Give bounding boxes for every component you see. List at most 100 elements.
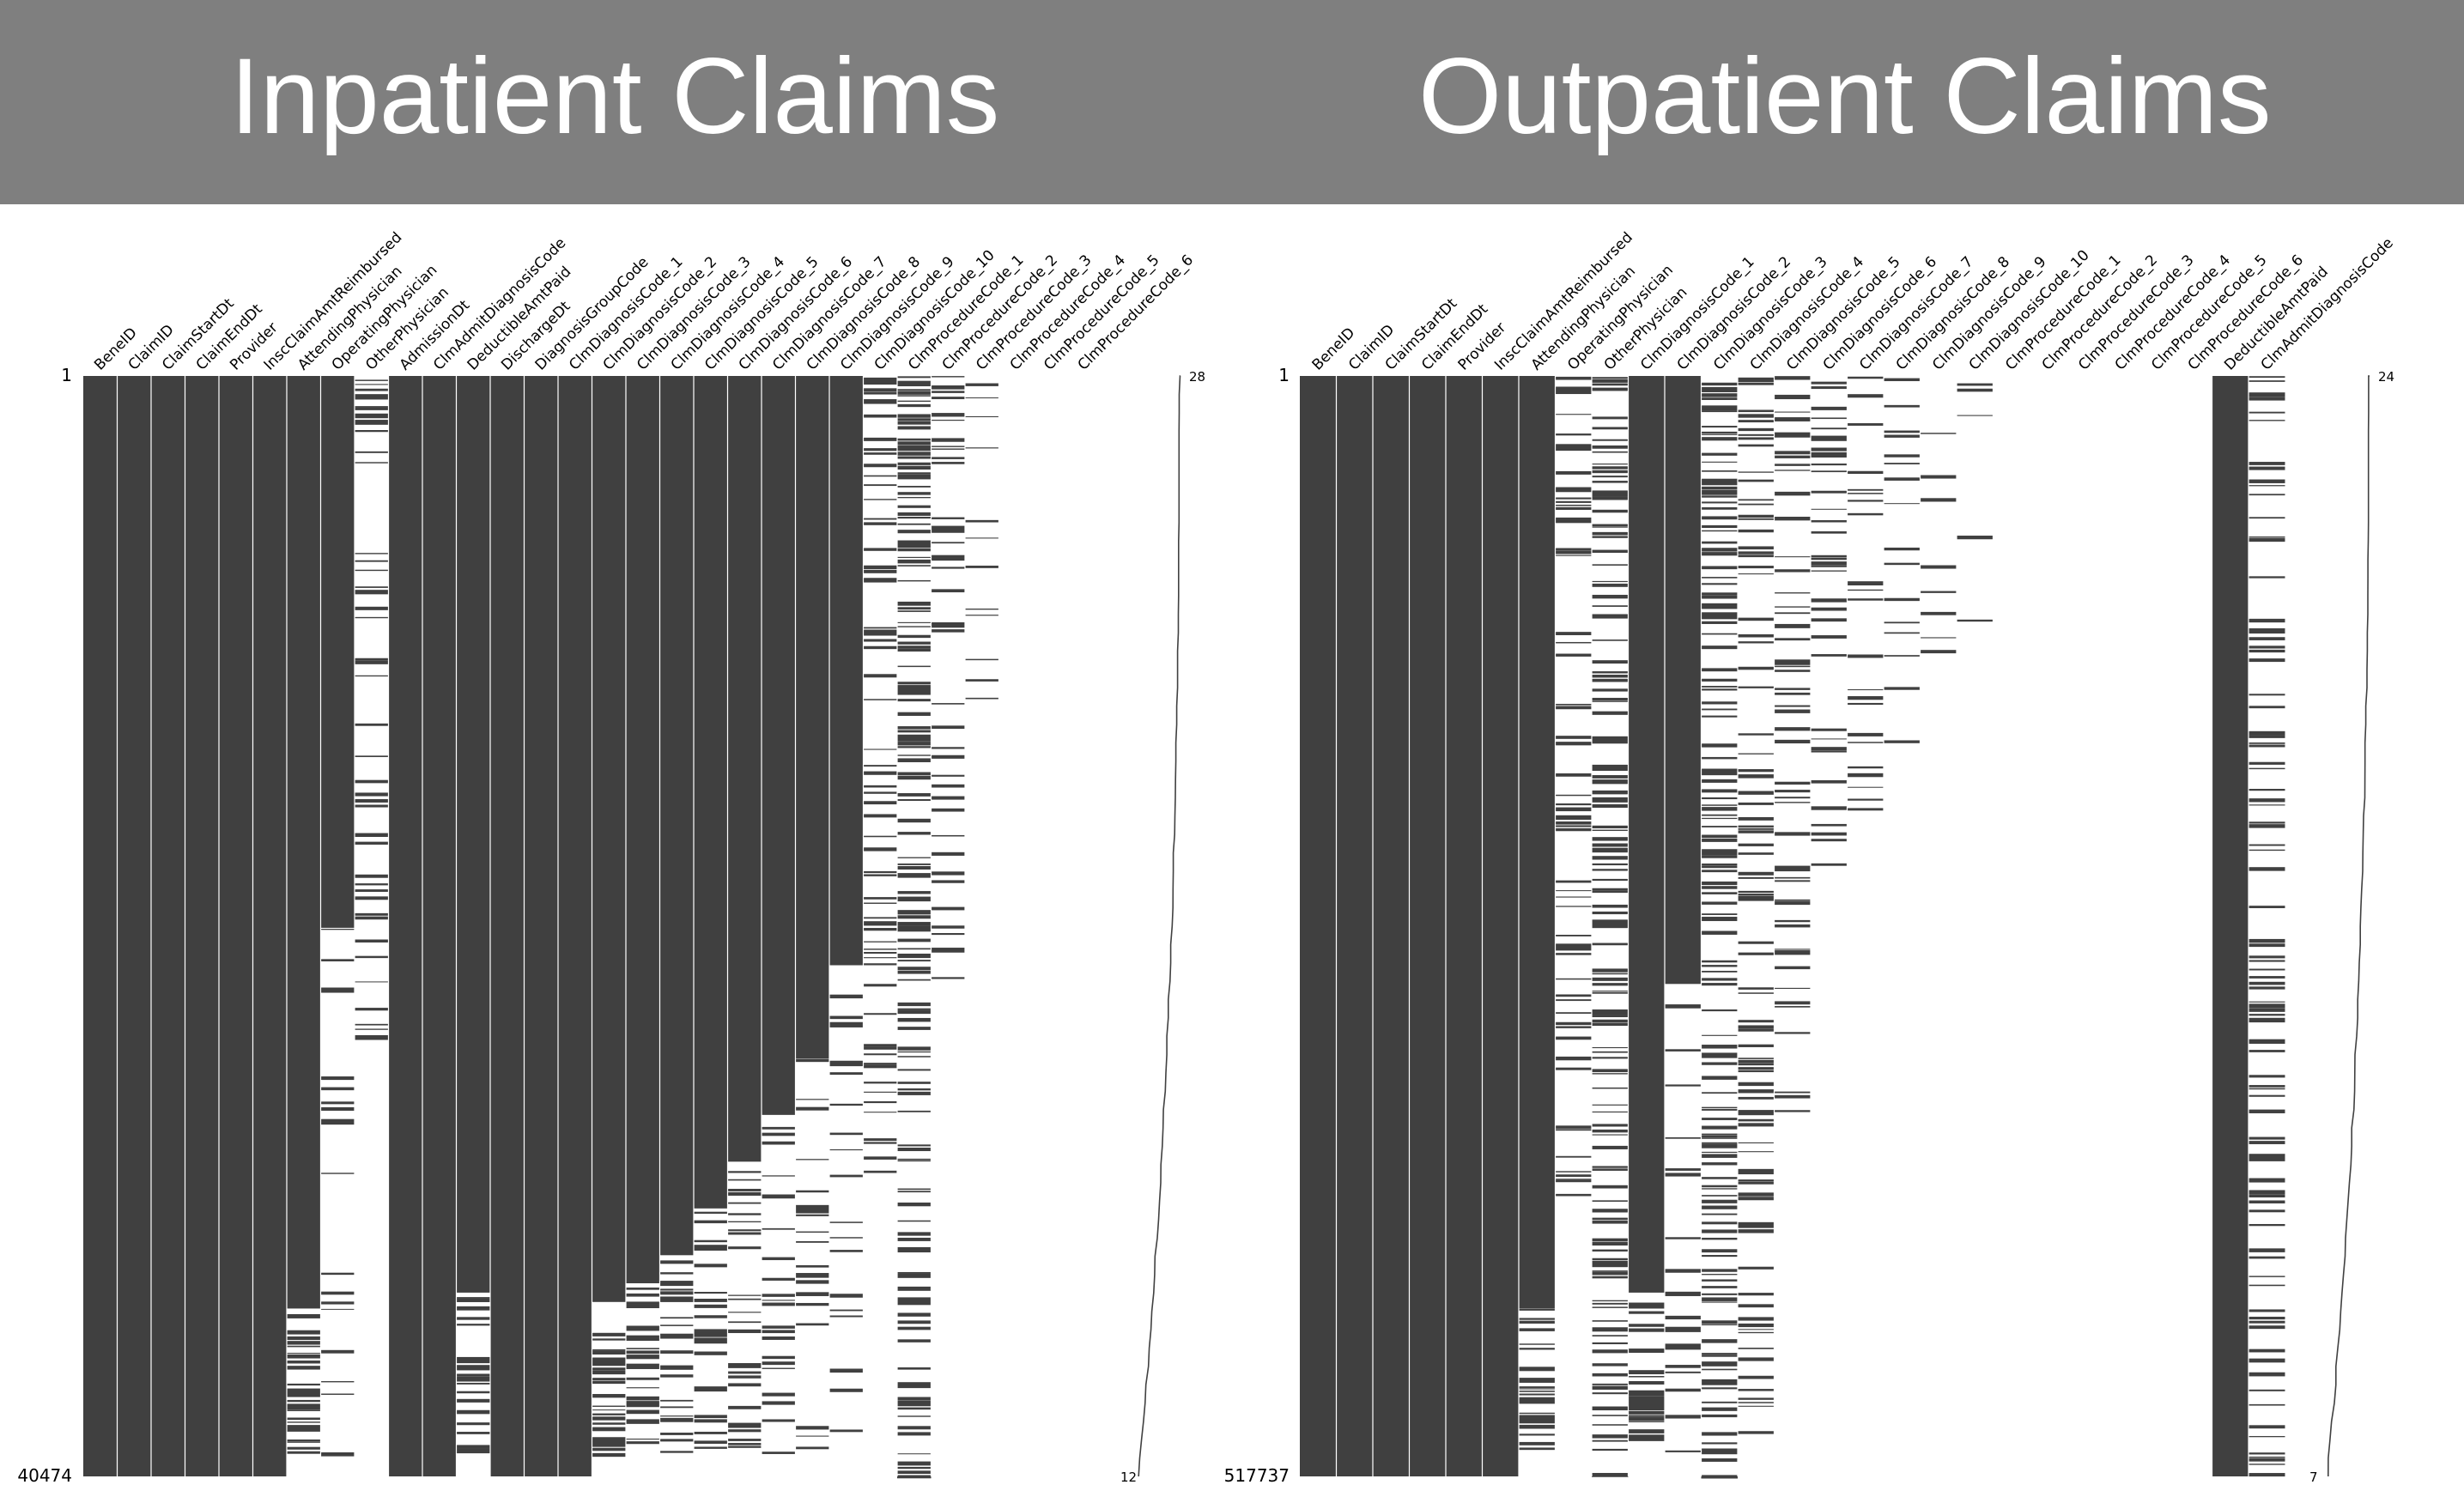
present-stripe <box>456 1324 490 1326</box>
present-stripe <box>863 579 897 583</box>
present-stripe <box>1555 376 1592 379</box>
present-stripe <box>1701 1324 1738 1326</box>
present-stripe <box>1555 517 1592 521</box>
present-stripe <box>965 537 999 539</box>
present-stripe <box>1738 1063 1775 1066</box>
present-stripe <box>1701 1125 1738 1130</box>
present-stripe <box>1592 1408 1629 1411</box>
present-stripe <box>1592 1145 1629 1149</box>
present-stripe <box>1701 807 1738 811</box>
present-stripe <box>1738 1059 1775 1064</box>
present-stripe <box>1555 1056 1592 1061</box>
present-stripe <box>1519 1367 1556 1372</box>
present-stripe <box>1811 381 1848 385</box>
present-stripe <box>1738 952 1775 955</box>
present-stripe <box>1957 383 1994 386</box>
present-stripe <box>897 1237 932 1241</box>
present-stripe <box>1555 706 1592 710</box>
present-stripe <box>1738 1067 1775 1070</box>
present-stripe <box>897 1466 932 1470</box>
present-stripe <box>1738 499 1775 501</box>
present-stripe <box>931 387 965 390</box>
present-stripe <box>931 525 965 530</box>
present-stripe <box>1701 495 1738 498</box>
present-stripe <box>1701 390 1738 392</box>
present-stripe <box>1592 1069 1629 1071</box>
matrix-column-1-7 <box>1555 376 1592 1476</box>
present-stripe <box>897 938 932 942</box>
present-stripe <box>2249 1003 2285 1005</box>
present-stripe <box>1738 1317 1775 1321</box>
present-stripe <box>727 1321 762 1324</box>
present-stripe <box>2249 1458 2285 1462</box>
present-stripe <box>1701 1108 1738 1111</box>
present-stripe <box>1592 1012 1629 1015</box>
present-stripe <box>727 1298 762 1300</box>
present-stripe <box>287 1409 321 1411</box>
present-stripe <box>1774 966 1811 970</box>
present-stripe <box>1592 445 1629 449</box>
present-stripe <box>626 1348 660 1349</box>
present-stripe <box>897 1367 932 1370</box>
present-stripe <box>1519 1419 1556 1421</box>
present-stripe <box>2249 736 2285 738</box>
present-stripe <box>897 1397 932 1401</box>
present-stripe <box>897 465 932 470</box>
present-stripe <box>1701 426 1738 428</box>
present-stripe <box>897 738 932 742</box>
present-stripe <box>762 1175 796 1177</box>
present-stripe <box>287 1451 321 1454</box>
present-stripe <box>1738 827 1775 830</box>
present-stripe <box>931 977 965 979</box>
present-stripe <box>931 438 965 442</box>
present-stripe <box>829 1429 864 1433</box>
present-stripe <box>931 376 965 378</box>
present-stripe <box>355 939 389 943</box>
present-stripe <box>1592 1306 1629 1308</box>
present-stripe <box>863 1100 897 1104</box>
present-stripe <box>1701 1177 1738 1179</box>
present-stripe <box>1738 987 1775 990</box>
present-stripe <box>1811 508 1848 510</box>
present-stripe <box>1555 1021 1592 1026</box>
present-stripe <box>355 560 389 562</box>
present-stripe <box>355 723 389 726</box>
present-stripe <box>694 1329 728 1331</box>
present-stripe <box>1701 506 1738 510</box>
present-stripe <box>762 1355 796 1360</box>
present-stripe <box>829 1149 864 1151</box>
present-stripe <box>2249 706 2285 709</box>
present-stripe <box>1592 1472 1629 1476</box>
present-stripe <box>1701 826 1738 827</box>
present-stripe <box>1774 417 1811 421</box>
present-stripe <box>320 1106 355 1111</box>
present-stripe <box>1665 1415 1702 1419</box>
present-stripe <box>762 1257 796 1261</box>
present-stripe <box>1774 624 1811 628</box>
present-stripe <box>355 1023 389 1026</box>
present-stripe <box>2249 1248 2285 1252</box>
present-stripe <box>456 1448 490 1452</box>
present-stripe <box>355 379 389 381</box>
present-stripe <box>795 1231 829 1233</box>
present-stripe <box>1592 387 1629 391</box>
present-stripe <box>1628 1349 1665 1354</box>
present-stripe <box>795 1207 829 1211</box>
present-stripe <box>592 1357 626 1359</box>
present-stripe <box>355 955 389 959</box>
present-stripe <box>1884 655 1921 657</box>
present-block <box>117 376 151 1476</box>
present-stripe <box>762 1452 796 1454</box>
present-stripe <box>863 963 897 966</box>
present-stripe <box>863 522 897 525</box>
present-stripe <box>626 1421 660 1424</box>
present-stripe <box>863 835 897 838</box>
present-stripe <box>1774 1110 1811 1112</box>
present-stripe <box>897 1426 932 1430</box>
present-stripe <box>355 591 389 595</box>
present-stripe <box>897 414 932 418</box>
present-stripe <box>897 1288 932 1291</box>
present-stripe <box>2249 694 2285 696</box>
present-stripe <box>931 517 965 519</box>
present-stripe <box>1811 452 1848 456</box>
